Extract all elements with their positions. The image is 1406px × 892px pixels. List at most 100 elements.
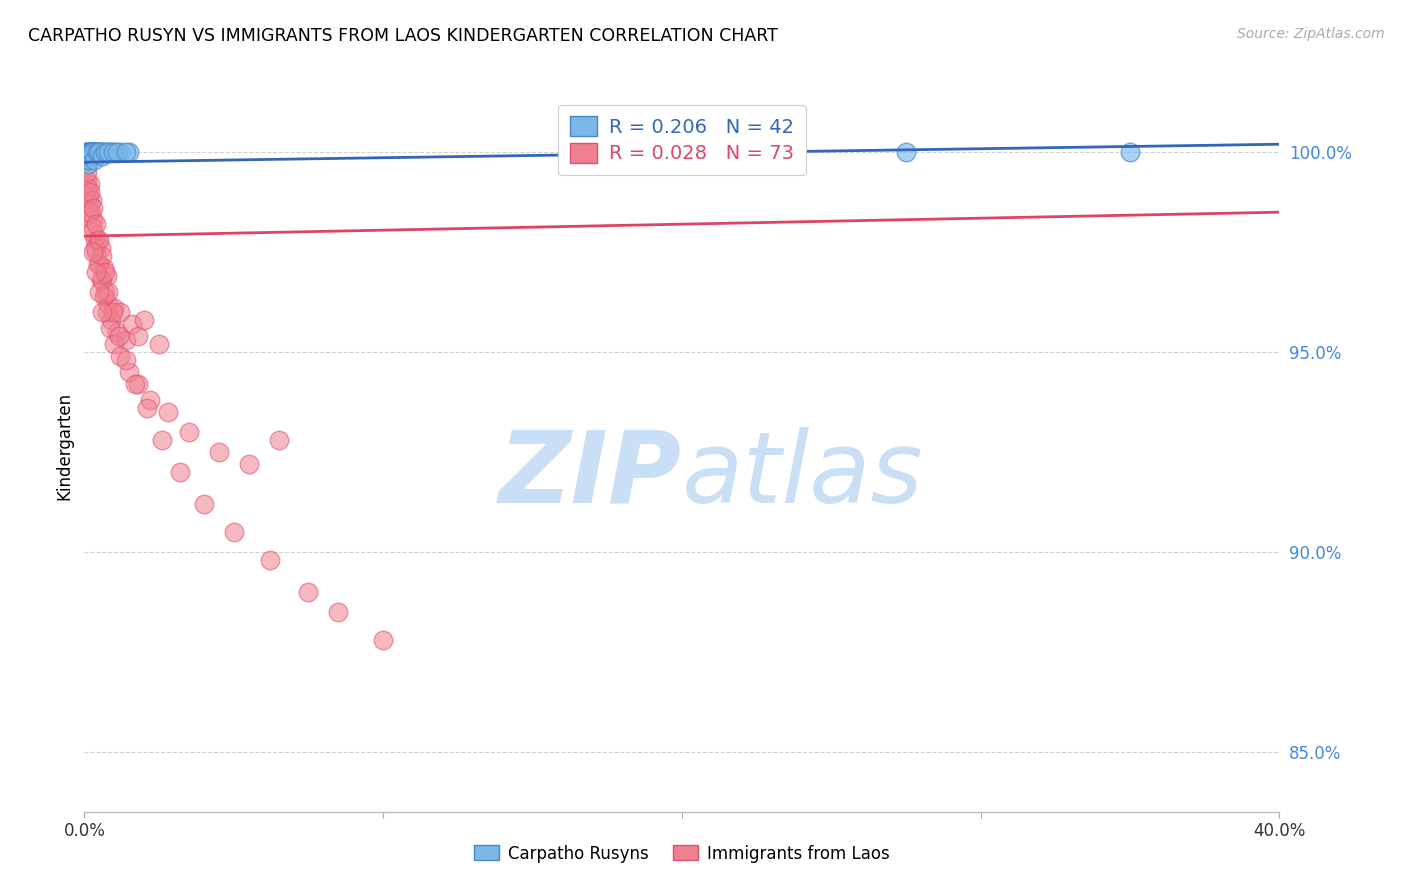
Point <box>222 524 245 539</box>
Point <box>82 145 104 160</box>
Point <box>97 285 120 299</box>
Point <box>91 249 114 263</box>
Point <box>124 377 146 392</box>
Y-axis label: Kindergarten: Kindergarten <box>55 392 73 500</box>
Point <box>91 145 114 160</box>
Point <box>96 305 118 319</box>
Point <box>87 145 110 160</box>
Point <box>297 585 319 599</box>
Point <box>80 193 103 207</box>
Point <box>79 153 101 168</box>
Point <box>127 377 149 392</box>
Point <box>76 185 98 199</box>
Point <box>80 149 103 163</box>
Point <box>83 241 105 255</box>
Point <box>100 313 122 327</box>
Point <box>121 317 143 331</box>
Point <box>148 337 170 351</box>
Point <box>139 392 162 407</box>
Point <box>80 225 103 239</box>
Point <box>94 285 117 299</box>
Point <box>208 445 231 459</box>
Point <box>97 145 120 160</box>
Point <box>91 273 114 287</box>
Point <box>90 273 112 287</box>
Point <box>86 145 108 160</box>
Point <box>89 257 111 271</box>
Point <box>93 145 115 160</box>
Point <box>105 325 128 339</box>
Point <box>76 173 98 187</box>
Point <box>93 289 115 303</box>
Point <box>94 265 117 279</box>
Point <box>83 145 105 160</box>
Point <box>77 205 100 219</box>
Point <box>79 145 101 160</box>
Point <box>83 145 105 160</box>
Point <box>150 433 173 447</box>
Point <box>77 145 100 160</box>
Text: Source: ZipAtlas.com: Source: ZipAtlas.com <box>1237 27 1385 41</box>
Point <box>86 145 108 160</box>
Point <box>1119 145 1142 160</box>
Point <box>115 333 138 347</box>
Point <box>259 553 281 567</box>
Point <box>328 605 350 619</box>
Point <box>90 145 112 160</box>
Point <box>82 213 104 227</box>
Point <box>118 365 141 379</box>
Point <box>77 145 100 160</box>
Point <box>76 149 98 163</box>
Point <box>177 425 200 439</box>
Point <box>105 145 128 160</box>
Point <box>98 321 121 335</box>
Text: ZIP: ZIP <box>499 426 682 524</box>
Point <box>87 285 110 299</box>
Point <box>96 269 118 284</box>
Point <box>79 178 101 192</box>
Text: atlas: atlas <box>682 426 924 524</box>
Point <box>86 217 108 231</box>
Point <box>80 205 103 219</box>
Point <box>76 145 98 160</box>
Point <box>83 153 105 168</box>
Point <box>97 145 120 160</box>
Point <box>103 301 125 315</box>
Point <box>82 145 104 160</box>
Point <box>87 257 110 271</box>
Point <box>80 145 103 160</box>
Point <box>80 145 103 160</box>
Point <box>79 197 101 211</box>
Point <box>136 401 159 415</box>
Text: CARPATHO RUSYN VS IMMIGRANTS FROM LAOS KINDERGARTEN CORRELATION CHART: CARPATHO RUSYN VS IMMIGRANTS FROM LAOS K… <box>28 27 778 45</box>
Point <box>93 261 115 276</box>
Point <box>127 329 149 343</box>
Point <box>75 178 97 192</box>
Point <box>84 145 107 160</box>
Point <box>79 185 101 199</box>
Point <box>238 457 260 471</box>
Point <box>82 201 104 215</box>
Point <box>89 233 111 247</box>
Point <box>90 149 112 163</box>
Point <box>103 337 125 351</box>
Point <box>86 245 108 260</box>
Point <box>267 433 290 447</box>
Point <box>110 305 132 319</box>
Point <box>110 145 132 160</box>
Point <box>87 233 110 247</box>
Point <box>107 329 129 343</box>
Point <box>90 241 112 255</box>
Point <box>82 145 104 160</box>
Point <box>97 297 120 311</box>
Point <box>82 245 104 260</box>
Point <box>103 145 125 160</box>
Point <box>193 497 215 511</box>
Point <box>75 145 97 160</box>
Point <box>79 145 101 160</box>
Point <box>76 165 98 179</box>
Point <box>77 189 100 203</box>
Point <box>75 153 97 168</box>
Point <box>100 145 122 160</box>
Point <box>77 181 100 195</box>
